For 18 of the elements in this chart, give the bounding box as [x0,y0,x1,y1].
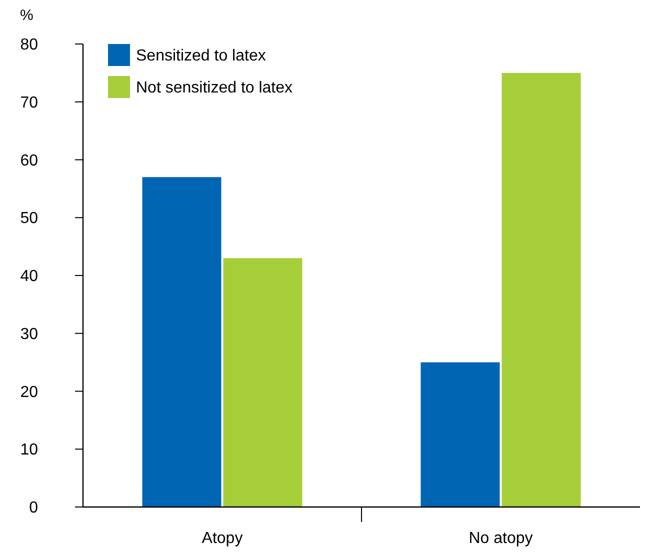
y-tick-label: 10 [20,442,38,459]
y-tick-label: 60 [20,152,38,170]
bar [420,362,500,507]
legend-label: Sensitized to latex [136,48,266,65]
legend-label: Not sensitized to latex [136,80,293,97]
bar [142,177,222,507]
y-tick-label: 70 [20,94,38,112]
y-axis-title: % [20,7,34,24]
y-tick-label: 20 [20,384,38,401]
y-tick-label: 0 [29,500,38,517]
bar [502,72,581,507]
y-tick-label: 40 [20,268,38,286]
x-tick-label: No atopy [468,530,533,547]
y-tick-label: 30 [20,326,38,343]
bar [223,258,302,507]
y-tick-label: 80 [20,36,38,54]
x-tick-label: Atopy [202,530,243,547]
y-tick-label: 50 [20,210,38,228]
